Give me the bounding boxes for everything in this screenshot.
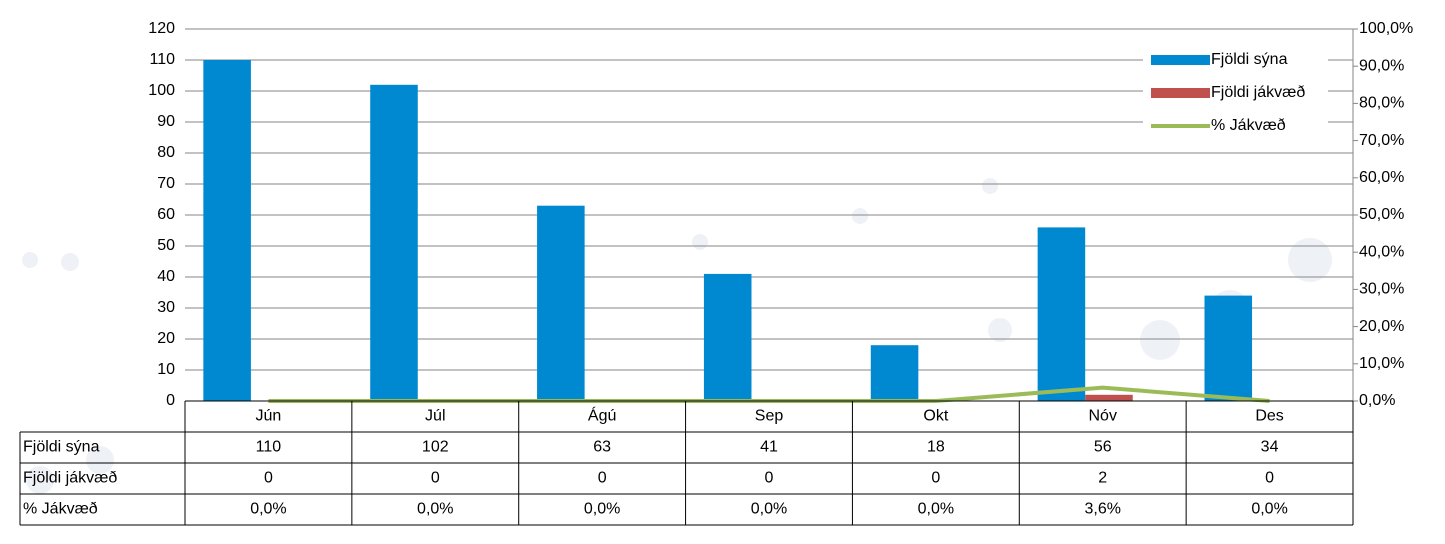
table-cell: 18	[927, 439, 945, 456]
table-cell: 2	[1098, 470, 1107, 487]
bar	[537, 205, 585, 401]
legend-label: % Jákvæð	[1211, 117, 1286, 134]
table-cell: 0	[431, 470, 440, 487]
table-cell: 0	[765, 470, 774, 487]
y-tick-label: 40	[157, 268, 175, 285]
table-cell: 0,0%	[417, 501, 453, 518]
y2-tick-label: 70,0%	[1359, 132, 1404, 149]
table-row-label: Fjöldi sýna	[23, 439, 100, 456]
y2-tick-label: 90,0%	[1359, 57, 1404, 74]
table-cell: 0,0%	[584, 501, 620, 518]
table-cell: 0	[264, 470, 273, 487]
table-cell: 0,0%	[918, 501, 954, 518]
y2-tick-label: 20,0%	[1359, 318, 1404, 335]
y-tick-label: 60	[157, 206, 175, 223]
table-cell: 3,6%	[1084, 501, 1120, 518]
legend-label: Fjöldi jákvæð	[1211, 84, 1305, 101]
bar	[870, 345, 919, 401]
bar	[1204, 295, 1253, 401]
table-cell: 0	[598, 470, 607, 487]
table-row-label: Fjöldi jákvæð	[23, 470, 117, 487]
y-tick-label: 50	[157, 237, 175, 254]
table-cell: 0,0%	[1251, 501, 1287, 518]
y-tick-label: 120	[148, 20, 175, 37]
y2-tick-label: 40,0%	[1359, 243, 1404, 260]
y-tick-label: 30	[157, 299, 175, 316]
y2-tick-label: 60,0%	[1359, 169, 1404, 186]
table-cell: 0	[1265, 470, 1274, 487]
y2-tick-label: 50,0%	[1359, 206, 1404, 223]
y-tick-label: 10	[157, 361, 175, 378]
table-cell: 0	[931, 470, 940, 487]
y2-tick-label: 30,0%	[1359, 281, 1404, 298]
table-row-label: % Jákvæð	[23, 501, 98, 518]
table-cell: 0,0%	[751, 501, 787, 518]
x-tick-label: Ágú	[588, 406, 616, 425]
bar	[1085, 394, 1133, 401]
bar	[203, 60, 251, 401]
x-tick-label: Nóv	[1088, 408, 1116, 425]
y2-tick-label: 100,0%	[1359, 20, 1413, 37]
table-cell: 41	[760, 439, 778, 456]
x-tick-label: Júl	[425, 408, 445, 425]
x-tick-label: Des	[1255, 408, 1283, 425]
x-tick-label: Okt	[923, 408, 948, 425]
y-tick-label: 0	[166, 392, 175, 409]
table-cell: 34	[1261, 439, 1279, 456]
y-tick-label: 80	[157, 144, 175, 161]
legend-label: Fjöldi sýna	[1211, 51, 1288, 68]
y-tick-label: 90	[157, 113, 175, 130]
y2-tick-label: 0,0%	[1359, 392, 1395, 409]
legend-swatch	[1151, 88, 1210, 98]
y-tick-label: 110	[149, 51, 175, 68]
y-tick-label: 70	[157, 175, 175, 192]
bar	[703, 273, 752, 401]
x-tick-label: Jún	[256, 408, 282, 425]
y-tick-label: 100	[148, 82, 175, 99]
legend-swatch	[1151, 55, 1210, 65]
y-tick-label: 20	[157, 330, 175, 347]
y2-tick-label: 10,0%	[1359, 355, 1404, 372]
table-cell: 110	[256, 439, 282, 456]
table-cell: 102	[422, 439, 449, 456]
y2-tick-label: 80,0%	[1359, 95, 1404, 112]
x-tick-label: Sep	[755, 408, 784, 425]
table-cell: 56	[1094, 439, 1112, 456]
table-cell: 63	[593, 439, 611, 456]
table-cell: 0,0%	[250, 501, 286, 518]
bar	[370, 84, 418, 402]
bar	[1037, 227, 1086, 401]
